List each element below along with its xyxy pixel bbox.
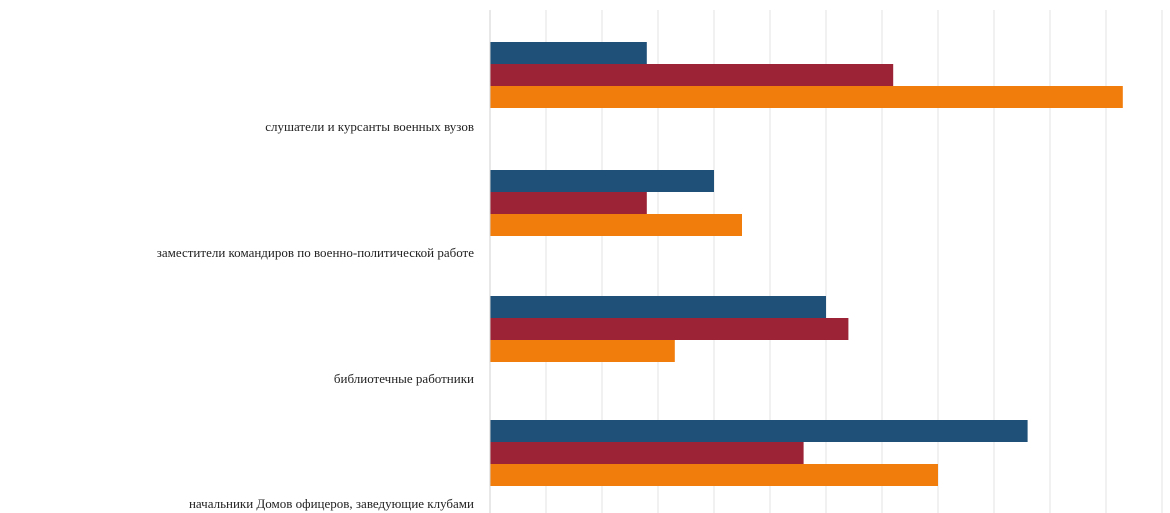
- bar-series-2-cat-3: [490, 318, 849, 340]
- bar-series-2-cat-4: [490, 442, 804, 464]
- bar-series-2-cat-2: [490, 192, 647, 214]
- category-label: библиотечные работники: [334, 371, 474, 386]
- bar-series-2-cat-1: [490, 64, 894, 86]
- bar-series-3-cat-1: [490, 86, 1123, 108]
- bar-series-3-cat-3: [490, 340, 675, 362]
- bar-series-1-cat-3: [490, 296, 826, 318]
- bar-series-1-cat-4: [490, 420, 1028, 442]
- category-label: начальники Домов офицеров, заведующие кл…: [189, 496, 474, 511]
- bar-series-3-cat-2: [490, 214, 742, 236]
- bar-series-1-cat-2: [490, 170, 714, 192]
- category-label: слушатели и курсанты военных вузов: [265, 119, 474, 134]
- bar-series-3-cat-4: [490, 464, 938, 486]
- category-label: заместители командиров по военно-политич…: [157, 245, 474, 260]
- bar-series-1-cat-1: [490, 42, 647, 64]
